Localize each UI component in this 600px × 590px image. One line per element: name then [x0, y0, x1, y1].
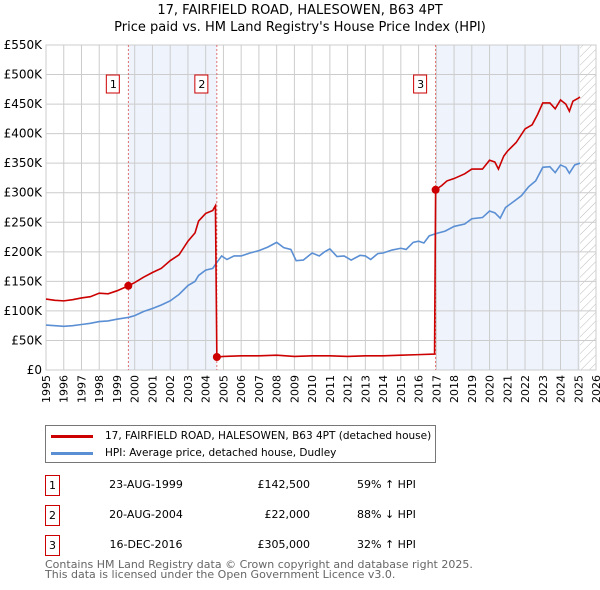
transaction-price: £22,000	[264, 508, 311, 521]
x-tick-label: 2024	[555, 375, 568, 403]
transaction-date: 16-DEC-2016	[109, 538, 183, 551]
x-tick-label: 2022	[519, 375, 532, 403]
sale-point	[124, 281, 133, 290]
x-tick-label: 2020	[484, 375, 497, 403]
y-tick-label: £300K	[4, 186, 44, 200]
legend-label-property: 17, FAIRFIELD ROAD, HALESOWEN, B63 4PT (…	[105, 430, 432, 442]
price-chart: 1995 1996 1997 1998 1999 2000 2001 2002 2003 2004…	[4, 38, 600, 403]
sale-badge-label: 2	[198, 78, 205, 91]
x-tick-label: 2007	[253, 375, 266, 403]
legend: 17, FAIRFIELD ROAD, HALESOWEN, B63 4PT (…	[45, 425, 436, 463]
sale-point	[431, 185, 440, 194]
transaction-row: 1 23-AUG-1999 £142,500 59% ↑ HPI	[45, 475, 465, 496]
x-tick-label: 1997	[75, 375, 88, 403]
transaction-row: 2 20-AUG-2004 £22,000 88% ↓ HPI	[45, 505, 465, 526]
transaction-hpi: 88% ↓ HPI	[357, 508, 416, 521]
transaction-badge: 3	[45, 535, 60, 556]
x-tick-label: 2009	[288, 375, 301, 403]
legend-item-property: 17, FAIRFIELD ROAD, HALESOWEN, B63 4PT (…	[46, 428, 431, 444]
sale-badge-label: 1	[110, 78, 117, 91]
legend-item-hpi: HPI: Average price, detached house, Dudl…	[46, 445, 336, 461]
legend-label-hpi: HPI: Average price, detached house, Dudl…	[105, 447, 337, 459]
x-tick-label: 2006	[235, 375, 248, 403]
chart-subtitle: Price paid vs. HM Land Registry's House …	[114, 20, 486, 35]
x-tick-label: 1998	[93, 375, 106, 403]
x-tick-label: 1996	[58, 375, 71, 403]
transaction-date: 23-AUG-1999	[109, 478, 183, 491]
chart-title: 17, FAIRFIELD ROAD, HALESOWEN, B63 4PT	[157, 3, 443, 18]
sale-badge	[413, 74, 428, 94]
x-tick-label: 2012	[342, 375, 355, 403]
y-tick-label: £250K	[4, 215, 44, 229]
y-tick-label: £200K	[4, 245, 44, 259]
x-tick-label: 2015	[395, 375, 408, 403]
x-tick-label: 2014	[377, 375, 390, 403]
forecast-hatch	[580, 45, 596, 370]
transaction-badge: 2	[45, 505, 60, 526]
transaction-badge: 1	[45, 475, 60, 496]
footer-copyright: Contains HM Land Registry data © Crown c…	[45, 558, 473, 571]
blue-line-swatch	[51, 451, 93, 455]
y-tick-label: £400K	[4, 127, 44, 141]
transaction-price: £305,000	[257, 538, 311, 551]
x-tick-label: 2003	[182, 375, 195, 403]
x-tick-label: 2023	[537, 375, 550, 403]
y-tick-label: £550K	[4, 38, 44, 52]
x-tick-label: 2008	[271, 375, 284, 403]
x-tick-label: 2017	[430, 375, 443, 403]
y-tick-label: £500K	[4, 68, 44, 82]
x-tick-label: 2021	[501, 375, 514, 403]
y-tick-label: £50K	[11, 333, 43, 347]
y-tick-label: £100K	[4, 304, 44, 318]
shaded-period	[435, 45, 581, 370]
x-tick-label: 2016	[413, 375, 426, 403]
shaded-period	[128, 45, 217, 370]
sale-point	[212, 353, 221, 361]
transaction-hpi: 59% ↑ HPI	[357, 478, 416, 491]
x-tick-label: 2001	[146, 375, 159, 403]
hpi-line	[45, 162, 581, 328]
x-tick-label: 2018	[448, 375, 461, 403]
red-line-swatch	[51, 434, 93, 438]
x-tick-label: 2019	[466, 375, 479, 403]
y-tick-label: £450K	[4, 97, 44, 111]
x-tick-label: 2011	[324, 375, 337, 403]
x-tick-label: 2013	[359, 375, 372, 403]
footer-licence: This data is licensed under the Open Gov…	[45, 568, 396, 581]
sale-badge	[105, 74, 120, 94]
x-tick-label: 2025	[572, 375, 585, 403]
x-tick-label: 2000	[129, 375, 142, 403]
plot-border	[45, 44, 597, 371]
x-tick-label: 2005	[217, 375, 230, 403]
transaction-price: £142,500	[257, 478, 311, 491]
price-paid-line	[45, 96, 581, 358]
x-tick-label: 2002	[164, 375, 177, 403]
footer: Contains HM Land Registry data © Crown c…	[45, 558, 473, 581]
sale-badge	[194, 74, 209, 94]
sale-badge-label: 3	[417, 78, 424, 91]
x-tick-label: 2010	[306, 375, 319, 403]
x-tick-label: 1995	[40, 375, 53, 403]
y-tick-label: £150K	[4, 274, 44, 288]
y-tick-label: £0	[27, 363, 42, 377]
transaction-date: 20-AUG-2004	[109, 508, 183, 521]
transaction-row: 3 16-DEC-2016 £305,000 32% ↑ HPI	[45, 535, 465, 556]
x-tick-label: 2026	[590, 375, 600, 403]
y-tick-label: £350K	[4, 156, 44, 170]
transaction-hpi: 32% ↑ HPI	[357, 538, 416, 551]
x-tick-label: 2004	[200, 375, 213, 403]
x-tick-label: 1999	[111, 375, 124, 403]
